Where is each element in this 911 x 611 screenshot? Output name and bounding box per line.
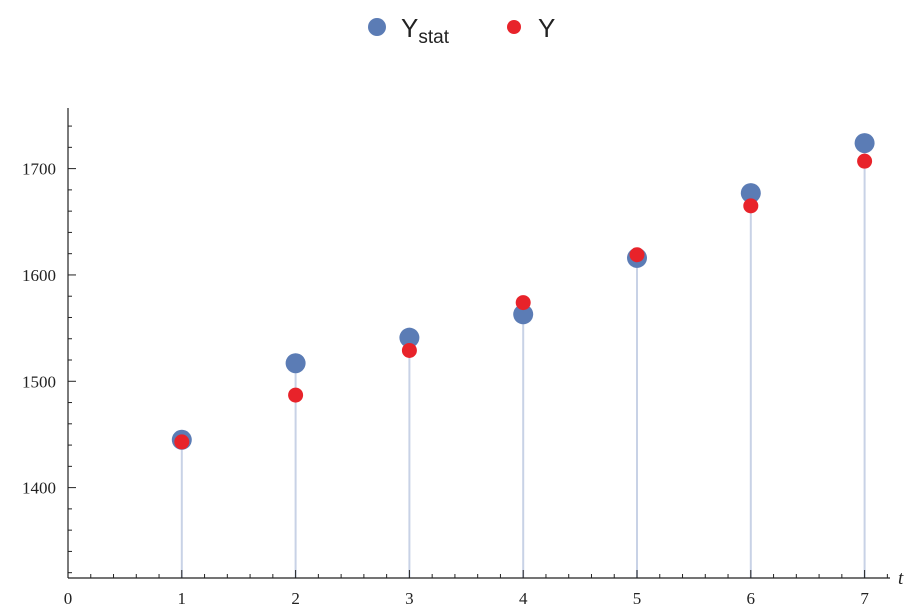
x-tick-label: 2 [291, 589, 300, 608]
stems-layer [180, 143, 866, 578]
x-tick-label: 1 [178, 589, 187, 608]
x-tick-label: 3 [405, 589, 414, 608]
x-tick-label: 4 [519, 589, 528, 608]
legend-label-y: Y [538, 13, 555, 43]
y-tick-label: 1500 [22, 372, 56, 391]
point-y [629, 247, 645, 263]
x-ticks: 0 1 2 3 4 5 6 7 [64, 570, 888, 608]
legend-marker-y [507, 20, 521, 34]
axes: 0 1 2 3 4 5 6 7 1400 1500 1600 1700 t [22, 108, 904, 608]
point-y [515, 295, 531, 311]
point-y-stat [285, 353, 306, 374]
x-axis-label: t [898, 568, 904, 589]
legend-label-y-stat: Ystat [401, 13, 450, 48]
point-y-stat [740, 183, 761, 204]
point-y [174, 434, 190, 450]
points-layer [171, 133, 875, 450]
legend: Ystat Y [368, 13, 555, 48]
legend-label-y-stat-main: Y [401, 13, 418, 43]
y-ticks: 1400 1500 1600 1700 [22, 125, 76, 574]
point-y [743, 198, 759, 214]
x-tick-label: 0 [64, 589, 73, 608]
x-tick-label: 7 [860, 589, 869, 608]
legend-marker-y-stat [368, 18, 386, 36]
point-y [857, 153, 873, 169]
y-tick-label: 1400 [22, 479, 56, 498]
legend-label-y-stat-sub: stat [418, 27, 449, 48]
x-tick-label: 6 [747, 589, 756, 608]
point-y-stat [399, 327, 420, 348]
point-y-stat [513, 304, 534, 325]
x-tick-label: 5 [633, 589, 642, 608]
y-tick-label: 1700 [22, 160, 56, 179]
point-y-stat [854, 133, 875, 154]
point-y [401, 342, 417, 358]
y-tick-label: 1600 [22, 266, 56, 285]
point-y [288, 387, 304, 403]
